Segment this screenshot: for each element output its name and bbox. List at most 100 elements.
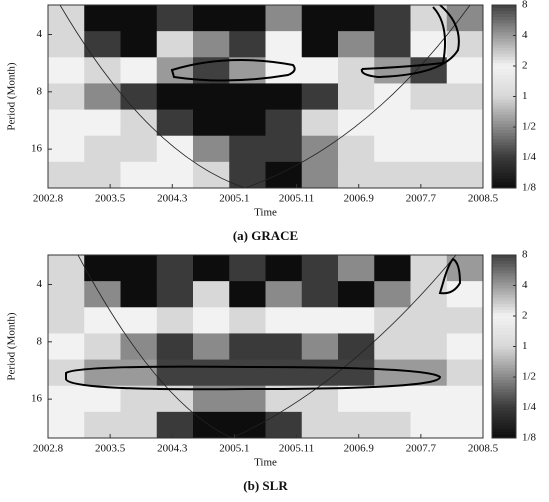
heat-cell: [411, 333, 448, 360]
colorbar-slice: [492, 81, 516, 85]
heat-cell: [411, 412, 448, 439]
heat-cell: [266, 31, 303, 58]
heat-cell: [157, 5, 194, 32]
heat-cell: [84, 412, 121, 439]
colorbar-slice: [492, 26, 516, 30]
colorbar-slice: [492, 414, 516, 418]
colorbar-slice: [492, 158, 516, 162]
colorbar-slice: [492, 60, 516, 64]
heat-cell: [121, 57, 158, 84]
colorbar-slice: [492, 377, 516, 381]
x-tick-label: 2005.1: [219, 193, 249, 205]
colorbar-slice: [492, 179, 516, 183]
x-tick-label: 2007.7: [406, 193, 437, 205]
heat-cell: [121, 360, 158, 387]
colorbar-slice: [492, 66, 516, 70]
colorbar-slice: [492, 371, 516, 375]
heat-cell: [302, 136, 339, 163]
heat-cell: [447, 136, 484, 163]
heat-cell: [157, 412, 194, 439]
colorbar-slice: [492, 130, 516, 134]
colorbar-slice: [492, 14, 516, 18]
colorbar-slice: [492, 362, 516, 366]
heat-cell: [338, 136, 375, 163]
colorbar-slice: [492, 304, 516, 308]
colorbar-tick-label: 1/8: [522, 432, 537, 444]
heat-cell: [447, 281, 484, 308]
heat-cell: [121, 281, 158, 308]
heat-cell: [374, 136, 411, 163]
heat-cell: [229, 281, 266, 308]
x-tick-label: 2004.3: [157, 193, 188, 205]
colorbar-tick-label: 4: [522, 29, 528, 41]
heat-cell: [157, 162, 194, 189]
y-tick-label: 16: [31, 143, 43, 155]
panel: 4816Period (Month)2002.82003.52004.32005…: [6, 0, 537, 243]
colorbar-slice: [492, 145, 516, 149]
colorbar-slice: [492, 356, 516, 360]
x-axis-label: Time: [254, 457, 277, 469]
colorbar-tick-label: 1/2: [522, 121, 536, 133]
colorbar-slice: [492, 328, 516, 332]
heat-cell: [338, 307, 375, 334]
colorbar-slice: [492, 310, 516, 314]
heat-cell: [447, 386, 484, 413]
colorbar-slice: [492, 42, 516, 46]
colorbar-slice: [492, 276, 516, 280]
heat-cell: [121, 83, 158, 110]
colorbar-slice: [492, 353, 516, 357]
colorbar-slice: [492, 340, 516, 344]
colorbar-tick-label: 4: [522, 279, 528, 291]
colorbar-slice: [492, 267, 516, 271]
heat-cell: [84, 307, 121, 334]
x-tick-label: 2003.5: [95, 193, 126, 205]
heat-cell: [266, 110, 303, 137]
colorbar-slice: [492, 39, 516, 43]
heat-cell: [193, 110, 230, 137]
heat-cell: [48, 136, 85, 163]
heat-cell: [411, 136, 448, 163]
x-tick-label: 2003.5: [95, 443, 126, 455]
colorbar-slice: [492, 72, 516, 76]
colorbar-tick-label: 2: [522, 310, 528, 322]
colorbar-slice: [492, 307, 516, 311]
colorbar-slice: [492, 392, 516, 396]
heat-cell: [374, 412, 411, 439]
colorbar-slice: [492, 389, 516, 393]
heat-cell: [338, 386, 375, 413]
colorbar-slice: [492, 45, 516, 49]
heat-cell: [266, 136, 303, 163]
heat-cell: [48, 255, 85, 282]
heat-cell: [338, 255, 375, 282]
heat-cell: [338, 412, 375, 439]
heat-cell: [48, 412, 85, 439]
colorbar-slice: [492, 395, 516, 399]
x-tick-label: 2006.9: [344, 443, 375, 455]
heat-cell: [157, 57, 194, 84]
heat-cell: [266, 360, 303, 387]
heat-cell: [121, 162, 158, 189]
colorbar-slice: [492, 417, 516, 421]
colorbar-slice: [492, 8, 516, 12]
heat-cell: [302, 333, 339, 360]
heatmap: [48, 5, 484, 189]
colorbar-slice: [492, 118, 516, 122]
heat-cell: [338, 110, 375, 137]
colorbar-slice: [492, 286, 516, 290]
heat-cell: [193, 255, 230, 282]
heat-cell: [48, 307, 85, 334]
heat-cell: [121, 412, 158, 439]
x-tick-label: 2005.1: [219, 443, 249, 455]
colorbar-slice: [492, 316, 516, 320]
heat-cell: [302, 110, 339, 137]
heat-cell: [374, 31, 411, 58]
heat-cell: [48, 162, 85, 189]
heat-cell: [302, 83, 339, 110]
colorbar-slice: [492, 75, 516, 79]
colorbar-slice: [492, 368, 516, 372]
colorbar-slice: [492, 359, 516, 363]
colorbar-slice: [492, 365, 516, 369]
colorbar-slice: [492, 313, 516, 317]
heat-cell: [121, 307, 158, 334]
y-axis-label: Period (Month): [6, 312, 18, 380]
